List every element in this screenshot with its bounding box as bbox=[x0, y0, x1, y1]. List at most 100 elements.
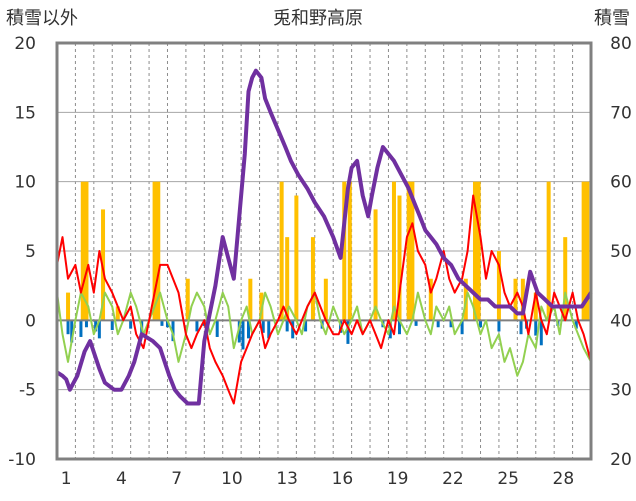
right-axis-label: 積雪 bbox=[594, 8, 630, 29]
sunshine-bar bbox=[84, 320, 88, 328]
sunshine-bar bbox=[574, 320, 578, 329]
series-lines bbox=[55, 68, 593, 406]
precip-bar bbox=[585, 181, 590, 321]
right-tick-labels: 80 70 60 50 40 30 20 bbox=[610, 34, 632, 470]
precip-bar bbox=[323, 278, 328, 321]
x-tick-label: 10 bbox=[221, 469, 243, 489]
left-tick-label: 0 bbox=[25, 311, 36, 331]
sunshine-bar bbox=[436, 320, 440, 328]
precip-bar bbox=[533, 292, 538, 321]
precip-bar bbox=[80, 181, 85, 321]
precip-bar bbox=[185, 278, 190, 321]
left-tick-labels: 20 15 10 5 0 -5 -10 bbox=[8, 34, 36, 470]
left-tick-label: 10 bbox=[14, 173, 36, 193]
precip-bar bbox=[294, 195, 299, 321]
sunshine-bar bbox=[261, 320, 265, 333]
precip-bar bbox=[373, 209, 378, 321]
sunshine-bar bbox=[414, 320, 418, 326]
sunshine-bar bbox=[346, 320, 350, 344]
plot-border bbox=[55, 41, 593, 461]
x-tick-label: 1 bbox=[61, 469, 72, 489]
chart-title: 兎和野高原 bbox=[273, 8, 363, 29]
precip-bars bbox=[66, 181, 590, 321]
precip-bar bbox=[546, 181, 551, 321]
precip-bar bbox=[397, 195, 402, 321]
sunshine-bar bbox=[539, 320, 543, 346]
precip-bar bbox=[342, 181, 347, 321]
sunshine-bar bbox=[79, 320, 83, 337]
right-tick-label: 50 bbox=[610, 242, 632, 262]
sunshine-bar bbox=[460, 320, 464, 335]
sunshine-bar bbox=[479, 320, 483, 328]
precip-bar bbox=[513, 278, 518, 321]
right-tick-label: 30 bbox=[610, 381, 632, 401]
precip-bar bbox=[115, 306, 120, 321]
sunshine-bar bbox=[165, 320, 169, 328]
x-tick-label: 4 bbox=[116, 469, 127, 489]
sunshine-bar bbox=[397, 320, 401, 335]
sunshine-bar bbox=[285, 320, 289, 332]
x-tick-label: 13 bbox=[276, 469, 298, 489]
precip-bar bbox=[428, 278, 433, 321]
right-tick-label: 40 bbox=[610, 311, 632, 331]
precip-bar bbox=[563, 237, 568, 321]
precip-bar bbox=[347, 181, 352, 321]
precip-bar bbox=[279, 181, 284, 321]
plot-frame bbox=[55, 41, 593, 461]
sunshine-bar bbox=[449, 320, 453, 328]
sunshine-bar bbox=[195, 320, 199, 332]
precip-bar bbox=[84, 181, 89, 321]
x-tick-label: 28 bbox=[553, 469, 575, 489]
left-axis-label: 積雪以外 bbox=[6, 8, 78, 29]
precip-bar bbox=[581, 181, 586, 321]
wind-line bbox=[56, 291, 592, 377]
sunshine-bar bbox=[171, 320, 175, 342]
precip-bar bbox=[152, 181, 157, 321]
sunshine-bar bbox=[97, 320, 101, 339]
precip-bar bbox=[476, 181, 481, 321]
sunshine-bar bbox=[304, 320, 308, 332]
precip-bar bbox=[285, 237, 290, 321]
sunshine-bar bbox=[70, 320, 74, 343]
x-tick-label: 19 bbox=[387, 469, 409, 489]
right-tick-label: 80 bbox=[610, 34, 632, 54]
sunshine-bar bbox=[267, 320, 271, 339]
sunshine-bar bbox=[66, 320, 70, 335]
precip-bar bbox=[496, 251, 501, 321]
sunshine-bar bbox=[241, 320, 245, 350]
sunshine-bar bbox=[110, 320, 114, 331]
sunshine-bar bbox=[129, 320, 133, 329]
right-tick-label: 60 bbox=[610, 173, 632, 193]
sunshine-bar bbox=[160, 320, 164, 326]
precip-bar bbox=[248, 278, 253, 321]
sunshine-bar bbox=[519, 320, 523, 335]
precip-bar bbox=[472, 181, 477, 321]
x-tick-label: 25 bbox=[497, 469, 519, 489]
precip-bar bbox=[310, 237, 315, 321]
right-tick-label: 70 bbox=[610, 103, 632, 123]
x-tick-labels: 1 4 7 10 13 16 19 22 25 28 bbox=[61, 469, 574, 489]
precip-bar bbox=[410, 181, 415, 321]
sunshine-bar bbox=[497, 320, 501, 332]
sunshine-bar bbox=[237, 320, 241, 343]
snow-depth-line bbox=[55, 68, 593, 406]
x-tick-label: 7 bbox=[171, 469, 182, 489]
left-tick-label: -5 bbox=[19, 381, 36, 401]
precip-bar bbox=[391, 181, 396, 321]
left-tick-label: 20 bbox=[14, 34, 36, 54]
sunshine-bar bbox=[215, 320, 219, 337]
sunshine-bar bbox=[247, 320, 251, 339]
x-tick-label: 22 bbox=[442, 469, 464, 489]
precip-bar bbox=[66, 292, 71, 321]
left-tick-label: -10 bbox=[8, 450, 36, 470]
precip-bar bbox=[156, 181, 161, 321]
temperature-line bbox=[56, 194, 592, 405]
right-tick-label: 20 bbox=[610, 450, 632, 470]
left-tick-label: 15 bbox=[14, 103, 36, 123]
left-tick-label: 5 bbox=[25, 242, 36, 262]
sunshine-bar bbox=[94, 320, 98, 332]
sunshine-bar bbox=[534, 320, 538, 336]
precip-bar bbox=[406, 181, 411, 321]
x-tick-label: 16 bbox=[332, 469, 354, 489]
